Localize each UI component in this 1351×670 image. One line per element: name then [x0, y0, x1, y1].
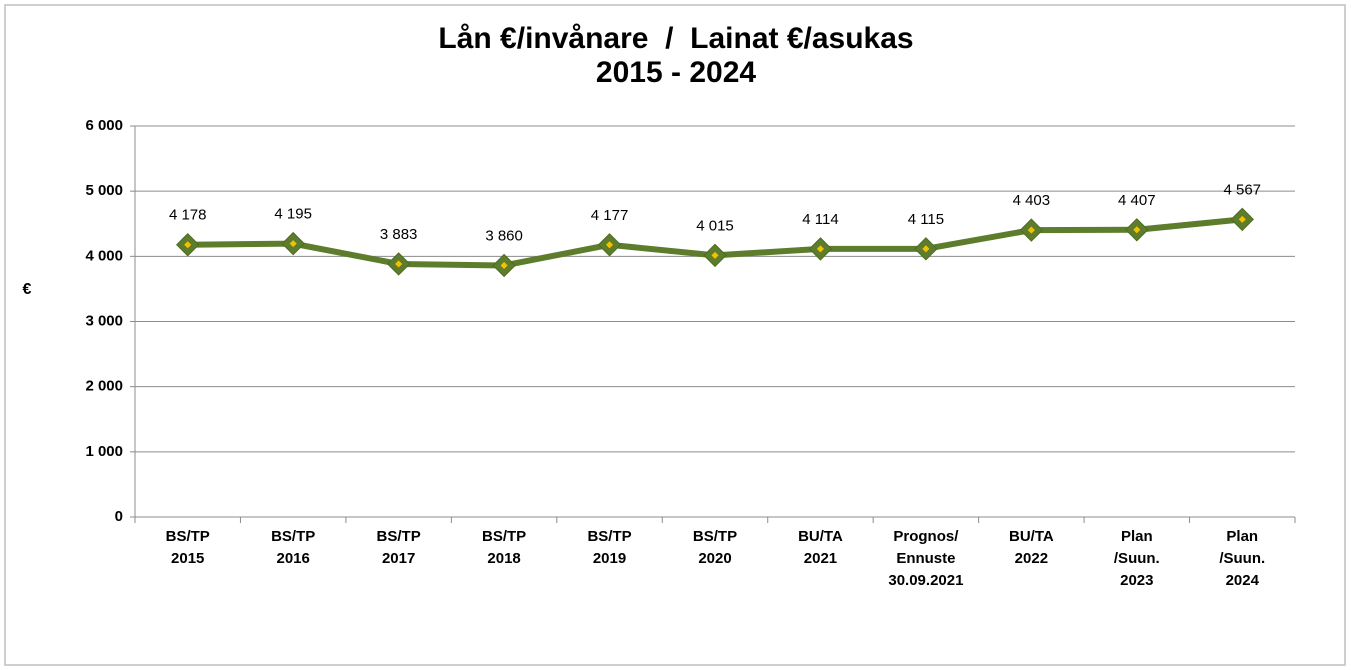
- chart-frame: [4, 4, 1346, 666]
- y-axis-label: €: [23, 281, 32, 298]
- x-tick-label: 2018: [487, 550, 520, 567]
- x-tick-label: BS/TP: [587, 528, 631, 545]
- x-tick-label: 2015: [171, 550, 204, 567]
- x-tick-label: BS/TP: [377, 528, 421, 545]
- x-tick-label: BU/TA: [798, 528, 843, 545]
- x-tick-label: 2019: [593, 550, 626, 567]
- x-tick-label: 30.09.2021: [888, 572, 963, 589]
- x-tick-label: BS/TP: [693, 528, 737, 545]
- y-tick-label: 6 000: [85, 117, 123, 134]
- point-marker-center: [395, 260, 403, 268]
- x-tick-label: BS/TP: [271, 528, 315, 545]
- chart-subtitle: 2015 - 2024: [596, 56, 756, 89]
- point-marker-center: [500, 261, 508, 269]
- point-marker-center: [816, 245, 824, 253]
- point-marker-center: [184, 241, 192, 249]
- x-tick-label: 2022: [1015, 550, 1048, 567]
- y-tick-label: 2 000: [85, 378, 123, 395]
- x-tick-label: 2017: [382, 550, 415, 567]
- x-tick-label: 2016: [276, 550, 309, 567]
- point-marker-center: [922, 245, 930, 253]
- x-tick-label: Ennuste: [896, 550, 955, 567]
- y-tick-label: 1 000: [85, 443, 123, 460]
- chart-title: Lån €/invånare / Lainat €/asukas: [438, 22, 913, 55]
- y-tick-label: 5 000: [85, 182, 123, 199]
- data-label: 4 015: [696, 217, 734, 234]
- x-tick-label: /Suun.: [1114, 550, 1160, 567]
- x-tick-label: Plan: [1226, 528, 1258, 545]
- point-marker-center: [711, 251, 719, 259]
- point-marker-center: [289, 240, 297, 248]
- data-label: 4 567: [1223, 181, 1261, 198]
- data-label: 4 115: [908, 211, 944, 228]
- y-tick-label: 0: [115, 508, 123, 525]
- data-label: 4 114: [802, 211, 838, 228]
- data-label: 3 860: [485, 227, 523, 244]
- data-label: 4 407: [1118, 192, 1156, 209]
- x-tick-label: 2023: [1120, 572, 1153, 589]
- x-tick-label: BS/TP: [482, 528, 526, 545]
- point-marker-center: [606, 241, 614, 249]
- x-tick-label: 2020: [698, 550, 731, 567]
- data-label: 4 178: [169, 207, 207, 224]
- x-tick-label: 2021: [804, 550, 837, 567]
- x-tick-label: Plan: [1121, 528, 1153, 545]
- x-tick-label: Prognos/: [893, 528, 959, 545]
- y-tick-label: 3 000: [85, 312, 123, 329]
- x-tick-label: 2024: [1226, 572, 1260, 589]
- data-label: 4 403: [1013, 192, 1051, 209]
- x-tick-label: /Suun.: [1219, 550, 1265, 567]
- x-tick-label: BU/TA: [1009, 528, 1054, 545]
- data-label: 3 883: [380, 226, 418, 243]
- data-label: 4 177: [591, 207, 629, 224]
- y-tick-label: 4 000: [85, 247, 123, 264]
- data-label: 4 195: [274, 206, 312, 223]
- x-tick-label: BS/TP: [166, 528, 210, 545]
